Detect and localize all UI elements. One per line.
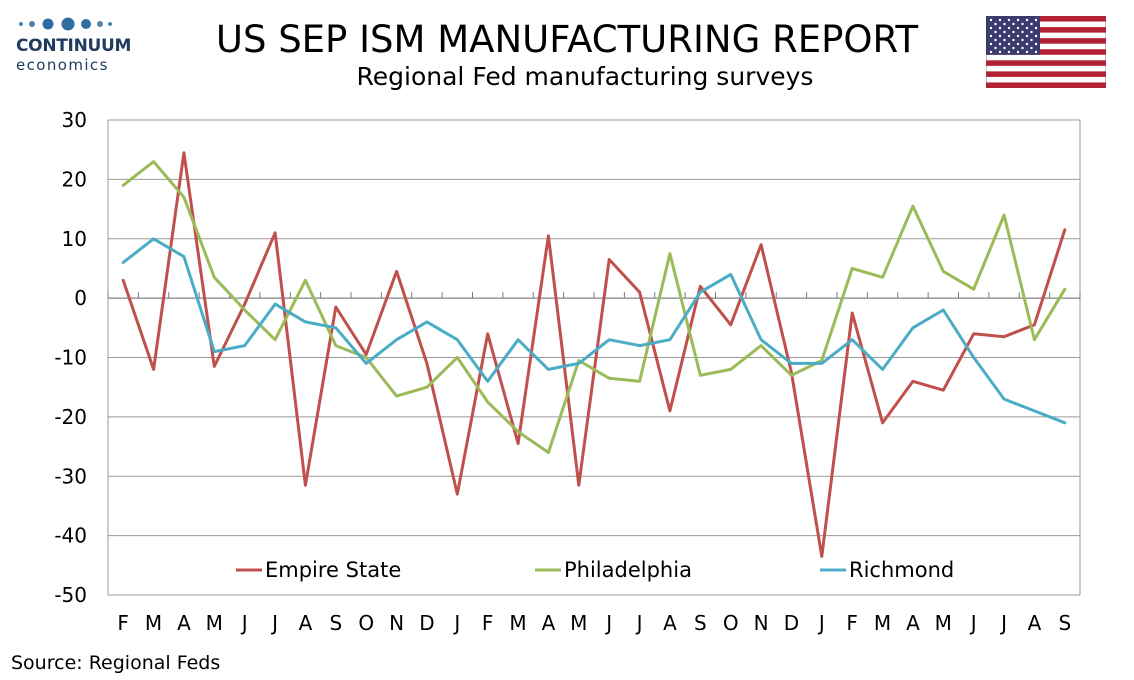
series-line-empire-state — [121, 151, 1067, 558]
y-axis-ticks: 30 20 10 0 -10 -20 -30 -40 -50 — [54, 108, 87, 607]
y-tick-label: -50 — [54, 583, 87, 607]
x-tick-label: A — [177, 611, 191, 635]
x-tick-label: A — [542, 611, 556, 635]
y-tick-label: -20 — [54, 405, 87, 429]
x-tick-label: A — [906, 611, 920, 635]
x-tick-label: D — [784, 611, 799, 635]
x-tick-label: J — [969, 611, 977, 635]
x-tick-label: A — [663, 611, 677, 635]
x-tick-label: F — [482, 611, 494, 635]
x-tick-label: J — [817, 611, 825, 635]
x-tick-label: O — [723, 611, 739, 635]
legend-label: Philadelphia — [564, 558, 692, 582]
y-tick-label: 30 — [62, 108, 87, 132]
x-tick-label: M — [145, 611, 162, 635]
us-flag-icon — [986, 16, 1106, 88]
y-tick-label: 0 — [74, 286, 87, 310]
logo-dots-icon — [19, 17, 112, 31]
x-tick-label: N — [389, 611, 404, 635]
legend-label: Empire State — [265, 558, 401, 582]
logo-wordmark: CONTINUUM — [16, 36, 132, 56]
page-title: US SEP ISM MANUFACTURING REPORT — [215, 18, 919, 61]
x-tick-label: S — [329, 611, 342, 635]
y-tick-label: 10 — [62, 227, 87, 251]
y-tick-label: -30 — [54, 464, 87, 488]
series-line-philadelphia — [121, 160, 1067, 454]
x-tick-label: S — [694, 611, 707, 635]
x-tick-label: J — [635, 611, 643, 635]
y-tick-label: -40 — [54, 524, 87, 548]
x-tick-label: N — [754, 611, 769, 635]
x-tick-label: J — [240, 611, 248, 635]
gridlines — [107, 119, 1081, 596]
x-tick-label: A — [299, 611, 313, 635]
legend-label: Richmond — [849, 558, 954, 582]
series-lines — [121, 151, 1067, 558]
x-tick-label: F — [117, 611, 129, 635]
series-line-richmond — [121, 237, 1067, 425]
y-tick-label: 20 — [62, 167, 87, 191]
legend: Empire State Philadelphia Richmond — [236, 558, 954, 582]
logo-subtext: economics — [16, 56, 109, 74]
x-tick-label: D — [419, 611, 434, 635]
x-tick-label: J — [999, 611, 1007, 635]
x-tick-label: M — [509, 611, 526, 635]
x-tick-label: O — [358, 611, 374, 635]
x-tick-label: M — [935, 611, 952, 635]
y-tick-label: -10 — [54, 346, 87, 370]
x-tick-label: A — [1028, 611, 1042, 635]
x-tick-label: J — [270, 611, 278, 635]
x-tick-label: J — [452, 611, 460, 635]
x-tick-label: M — [206, 611, 223, 635]
continuum-economics-logo: CONTINUUM economics — [12, 14, 142, 76]
x-tick-label: M — [570, 611, 587, 635]
x-tick-label: S — [1058, 611, 1071, 635]
x-tick-label: M — [874, 611, 891, 635]
source-note: Source: Regional Feds — [11, 652, 221, 674]
x-tick-label: F — [846, 611, 858, 635]
page-subtitle: Regional Fed manufacturing surveys — [356, 62, 814, 91]
x-tick-label: J — [604, 611, 612, 635]
